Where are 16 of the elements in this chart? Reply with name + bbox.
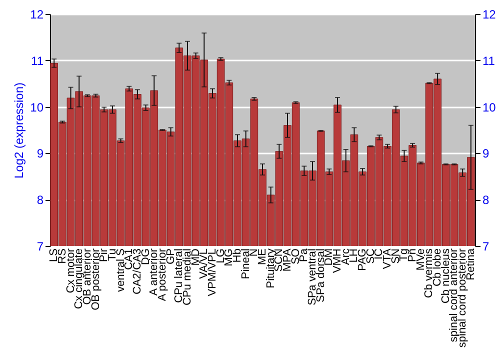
y2-tick-label: 12 <box>482 8 496 22</box>
y2-tick-label: 11 <box>482 54 496 68</box>
y-tick-label: 9 <box>36 146 44 161</box>
y2-tick-label: 8 <box>482 193 490 208</box>
y-tick-label: 11 <box>31 54 44 68</box>
x-tick-label: OB posterior <box>90 248 102 310</box>
y-tick-label: 8 <box>36 193 44 208</box>
y2-tick-label: 7 <box>482 240 490 254</box>
x-tick-label: Retina <box>464 248 477 280</box>
y-tick-label: 12 <box>30 8 44 22</box>
y-tick-label: 10 <box>30 100 44 114</box>
y2-tick-label: 9 <box>482 146 490 161</box>
y2-tick-label: 10 <box>482 100 496 114</box>
y-tick-label: 7 <box>36 240 44 254</box>
y-axis-title: Log2 (expression) <box>12 82 26 179</box>
x-tick-label: Tg <box>398 248 410 262</box>
